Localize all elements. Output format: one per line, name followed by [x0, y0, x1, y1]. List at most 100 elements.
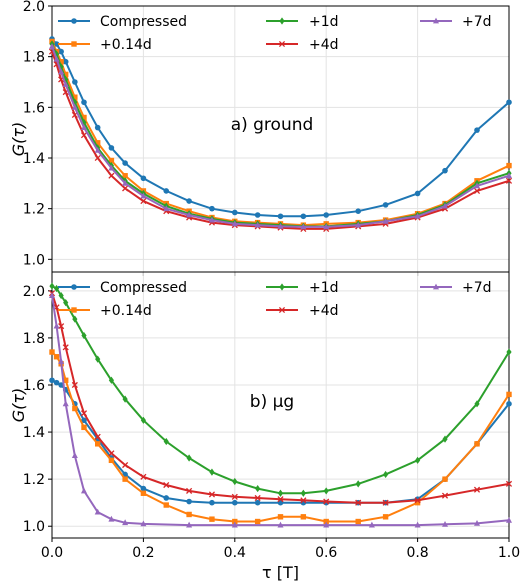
data-point — [382, 499, 389, 506]
x-tick-label: 0.0 — [41, 545, 63, 561]
legend: Compressed +0.14d +1d +4d +7d — [58, 280, 492, 319]
data-point — [108, 376, 115, 384]
panel-label: a) ground — [231, 115, 314, 135]
data-point — [506, 348, 512, 356]
data-point — [122, 395, 128, 403]
data-point — [277, 496, 284, 503]
data-point — [108, 457, 115, 464]
data-point — [300, 223, 307, 230]
legend-label: Compressed — [100, 280, 187, 296]
y-tick-label: 1.0 — [23, 519, 45, 535]
x-tick-label: 0.8 — [406, 545, 428, 561]
legend-label: +7d — [462, 280, 492, 296]
data-point — [232, 499, 238, 506]
data-point — [355, 499, 362, 506]
data-point — [62, 81, 69, 87]
data-point — [58, 48, 64, 55]
data-point — [53, 379, 60, 386]
panel-label: b) μg — [250, 392, 294, 412]
data-point — [474, 127, 480, 133]
data-point — [232, 477, 238, 486]
data-point — [140, 198, 147, 205]
data-point — [71, 381, 78, 389]
data-point — [277, 489, 284, 497]
data-point — [254, 221, 261, 228]
data-point — [368, 521, 375, 528]
x-tick-label: 0.2 — [132, 545, 154, 561]
legend-label: +4d — [309, 303, 339, 319]
data-point — [506, 401, 512, 407]
data-point — [62, 344, 69, 351]
series-compressed — [49, 36, 512, 220]
data-point — [49, 349, 55, 355]
data-point — [186, 511, 192, 518]
data-point — [209, 205, 215, 212]
series-line — [51, 51, 510, 230]
data-point — [414, 190, 421, 197]
series-1d — [49, 282, 512, 497]
y-tick-label: 1.8 — [23, 331, 45, 347]
data-point — [80, 410, 88, 417]
data-point — [53, 354, 60, 360]
data-point — [442, 520, 449, 527]
data-point — [53, 41, 60, 47]
series-7d — [49, 43, 512, 230]
data-point — [231, 521, 238, 528]
data-point — [81, 331, 87, 340]
data-point — [58, 59, 64, 65]
data-point — [94, 508, 101, 515]
data-point — [474, 441, 480, 447]
data-point — [473, 486, 481, 493]
y-tick-label: 1.0 — [23, 252, 45, 268]
data-point — [506, 391, 512, 398]
data-point — [414, 212, 421, 219]
data-point — [108, 515, 115, 522]
data-point — [140, 416, 146, 424]
y-axis-label: G(τ) — [9, 122, 28, 157]
legend-marker — [278, 306, 286, 314]
data-point — [474, 182, 481, 189]
data-point — [442, 167, 448, 174]
y-tick-label: 1.4 — [23, 425, 45, 441]
data-point — [108, 145, 115, 151]
legend-marker — [279, 17, 285, 25]
data-point — [94, 147, 101, 153]
data-point — [122, 461, 129, 469]
series-line — [51, 292, 510, 504]
y-axis-label: G(τ) — [9, 388, 28, 423]
data-point — [505, 177, 513, 184]
data-point — [414, 521, 421, 528]
data-point — [81, 417, 87, 424]
data-point — [95, 355, 101, 363]
y-tick-label: 1.2 — [23, 472, 45, 488]
data-point — [140, 192, 147, 199]
data-point — [108, 157, 115, 164]
data-point — [474, 400, 480, 408]
data-point — [58, 358, 65, 364]
data-point — [506, 99, 512, 106]
data-point — [323, 518, 329, 525]
data-point — [81, 99, 87, 106]
data-point — [163, 188, 170, 194]
data-point — [323, 521, 330, 528]
data-point — [254, 494, 261, 502]
data-point — [140, 490, 147, 496]
data-point — [72, 94, 78, 100]
data-point — [53, 55, 60, 62]
legend-label: +1d — [309, 280, 339, 296]
data-point — [382, 202, 389, 208]
data-point — [300, 497, 307, 504]
data-point — [254, 212, 261, 218]
data-point — [277, 223, 284, 229]
legend-label: +0.14d — [100, 303, 152, 319]
x-tick-label: 1.0 — [498, 545, 520, 561]
legend-marker — [71, 307, 77, 313]
data-point — [122, 173, 128, 179]
panel-b: 1.0 1.2 1.4 1.6 1.8 2.0 0.0 0.2 0.4 0.6 0.8 1.0 G(τ)… — [9, 271, 520, 582]
data-point — [254, 518, 261, 525]
series-line — [51, 46, 510, 228]
legend-marker — [279, 283, 285, 291]
legend-marker — [71, 41, 77, 47]
y-tick-label: 2.0 — [23, 284, 45, 300]
